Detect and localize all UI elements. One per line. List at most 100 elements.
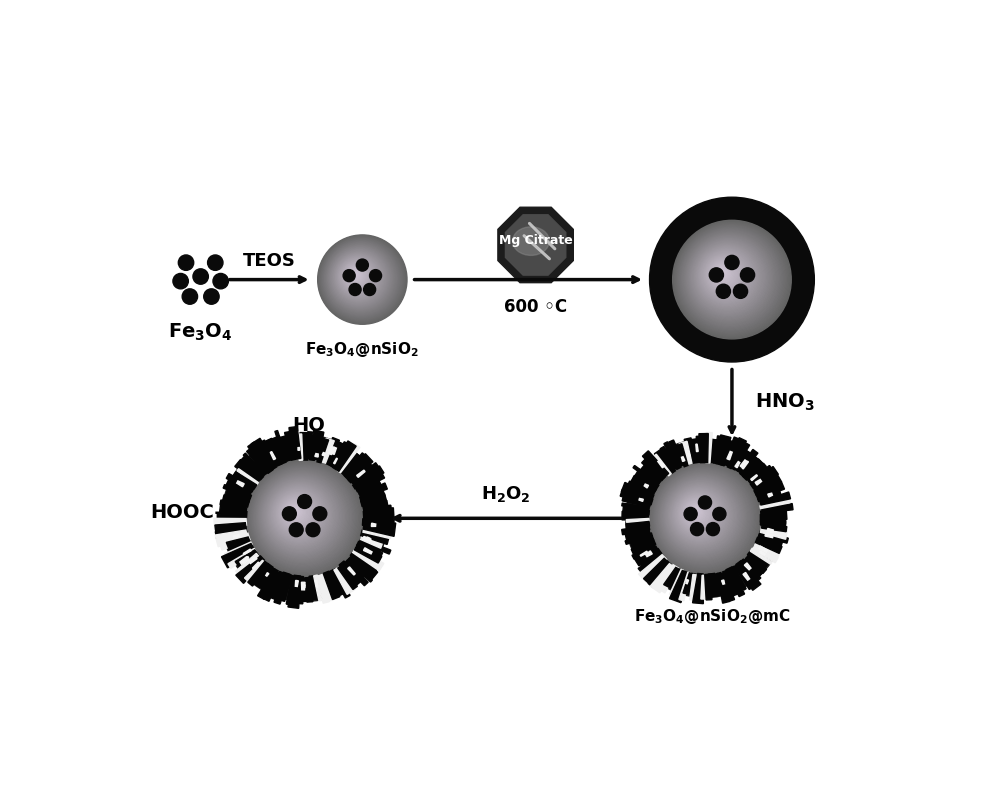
Polygon shape: [304, 585, 305, 587]
Circle shape: [692, 509, 698, 514]
Circle shape: [326, 244, 395, 313]
Circle shape: [677, 493, 720, 535]
Circle shape: [658, 472, 747, 561]
Circle shape: [666, 481, 735, 550]
Polygon shape: [237, 481, 244, 487]
Circle shape: [264, 480, 336, 551]
Circle shape: [339, 258, 376, 295]
Polygon shape: [249, 556, 257, 563]
Circle shape: [352, 272, 358, 277]
Polygon shape: [638, 552, 663, 575]
Polygon shape: [709, 439, 717, 463]
Circle shape: [672, 487, 728, 543]
Circle shape: [680, 495, 716, 532]
Circle shape: [253, 467, 353, 567]
Circle shape: [691, 508, 699, 516]
Polygon shape: [720, 440, 732, 466]
Circle shape: [686, 502, 707, 523]
Circle shape: [712, 262, 735, 286]
Circle shape: [698, 496, 712, 509]
Polygon shape: [337, 444, 360, 473]
Circle shape: [712, 263, 734, 284]
Circle shape: [340, 258, 375, 294]
Polygon shape: [240, 557, 249, 565]
Polygon shape: [328, 446, 334, 455]
Circle shape: [686, 235, 771, 320]
Polygon shape: [657, 565, 679, 593]
Circle shape: [268, 483, 332, 547]
Circle shape: [193, 269, 208, 284]
Circle shape: [669, 484, 731, 546]
Circle shape: [733, 284, 748, 299]
Polygon shape: [358, 481, 381, 495]
Polygon shape: [688, 453, 690, 457]
Polygon shape: [317, 575, 329, 604]
Polygon shape: [744, 562, 751, 570]
Polygon shape: [622, 511, 648, 520]
Circle shape: [289, 506, 301, 517]
Polygon shape: [724, 437, 740, 466]
Circle shape: [652, 465, 756, 570]
Polygon shape: [309, 576, 318, 600]
Circle shape: [321, 239, 402, 319]
Circle shape: [690, 239, 766, 314]
Polygon shape: [361, 494, 387, 506]
Circle shape: [281, 497, 313, 529]
Circle shape: [657, 471, 749, 563]
Circle shape: [319, 236, 405, 322]
Circle shape: [699, 248, 754, 303]
Polygon shape: [670, 570, 689, 603]
Polygon shape: [321, 574, 334, 601]
Polygon shape: [768, 493, 772, 497]
Polygon shape: [642, 451, 669, 479]
Polygon shape: [747, 551, 768, 569]
Circle shape: [278, 495, 316, 532]
Polygon shape: [345, 453, 373, 481]
Polygon shape: [760, 551, 765, 555]
Circle shape: [682, 231, 777, 325]
Circle shape: [674, 222, 789, 337]
Circle shape: [684, 507, 697, 521]
Circle shape: [261, 476, 341, 556]
Polygon shape: [696, 436, 703, 462]
Polygon shape: [708, 574, 718, 596]
Polygon shape: [363, 522, 396, 536]
Circle shape: [678, 494, 718, 534]
Circle shape: [658, 472, 748, 562]
Polygon shape: [735, 451, 750, 472]
Polygon shape: [313, 431, 324, 460]
Circle shape: [720, 271, 724, 275]
Circle shape: [272, 487, 326, 541]
Circle shape: [697, 246, 756, 306]
Circle shape: [679, 495, 717, 533]
Circle shape: [664, 478, 739, 554]
Circle shape: [665, 480, 737, 551]
Polygon shape: [267, 571, 286, 600]
Polygon shape: [628, 481, 654, 496]
Circle shape: [270, 486, 328, 544]
Polygon shape: [258, 569, 278, 600]
Polygon shape: [298, 447, 300, 450]
Circle shape: [287, 504, 303, 520]
Circle shape: [259, 474, 343, 559]
Polygon shape: [351, 463, 379, 486]
Circle shape: [337, 255, 380, 299]
Circle shape: [695, 244, 760, 309]
Circle shape: [654, 468, 753, 566]
Polygon shape: [275, 431, 288, 462]
Polygon shape: [755, 542, 780, 557]
Circle shape: [670, 485, 730, 545]
Circle shape: [716, 267, 728, 279]
Circle shape: [653, 466, 755, 569]
Polygon shape: [644, 484, 649, 488]
Circle shape: [347, 266, 365, 284]
Polygon shape: [326, 570, 347, 598]
Polygon shape: [363, 527, 392, 539]
Circle shape: [291, 507, 299, 516]
Circle shape: [324, 243, 397, 315]
Circle shape: [338, 257, 378, 297]
Polygon shape: [756, 482, 785, 499]
Circle shape: [274, 490, 322, 538]
Circle shape: [683, 498, 712, 528]
Polygon shape: [646, 551, 652, 557]
